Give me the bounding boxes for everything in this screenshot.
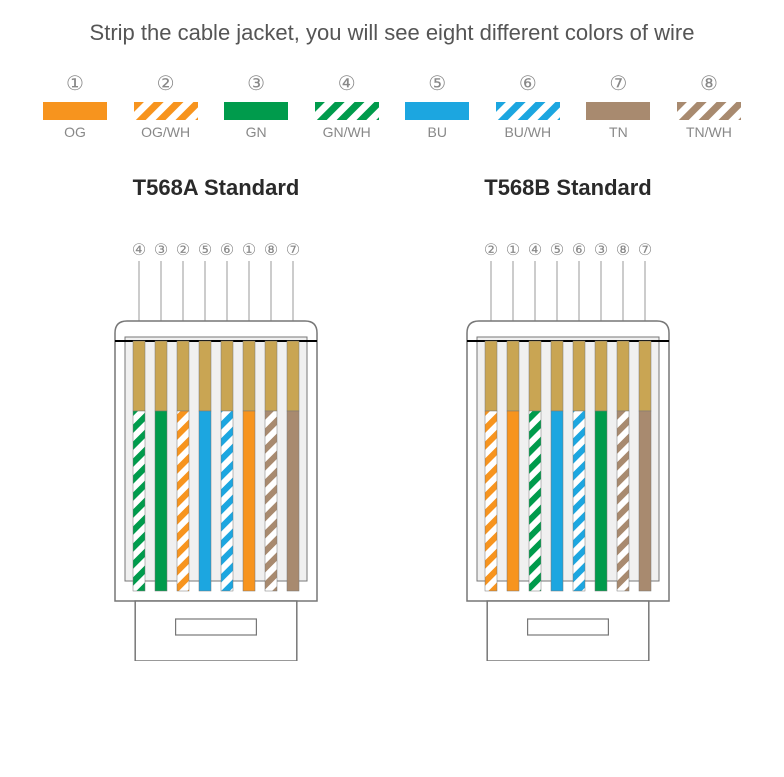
svg-text:⑥: ⑥ [572,242,586,259]
svg-text:⑤: ⑤ [550,242,564,259]
legend-item-og-wh: ② OG/WH [131,71,201,140]
legend-label: OG/WH [141,124,190,140]
legend-swatch [134,102,198,120]
legend-number-icon: ⑦ [609,71,627,96]
legend-swatch [224,102,288,120]
standard-t568a-standard: T568A Standard ④③②⑤⑥①⑧⑦ [56,175,376,661]
legend-number-icon: ⑤ [428,71,446,96]
legend-item-bu-wh: ⑥ BU/WH [493,71,563,140]
legend-item-tn-wh: ⑧ TN/WH [674,71,744,140]
rj45-connector-diagram: ④③②⑤⑥①⑧⑦ [96,241,336,661]
standard-t568b-standard: T568B Standard ②①④⑤⑥③⑧⑦ [408,175,728,661]
legend-number-icon: ③ [247,71,265,96]
legend-swatch [315,102,379,120]
svg-text:③: ③ [594,242,608,259]
rj45-connector-diagram: ②①④⑤⑥③⑧⑦ [448,241,688,661]
svg-text:⑥: ⑥ [220,242,234,259]
legend-number-icon: ④ [338,71,356,96]
svg-text:④: ④ [528,242,542,259]
legend-number-icon: ⑥ [519,71,537,96]
standard-title: T568A Standard [133,175,300,201]
svg-text:⑧: ⑧ [264,242,278,259]
legend-swatch [405,102,469,120]
svg-text:⑧: ⑧ [616,242,630,259]
svg-text:⑦: ⑦ [286,242,300,259]
legend-label: BU [428,124,447,140]
svg-text:①: ① [242,242,256,259]
legend-label: BU/WH [504,124,551,140]
svg-text:⑦: ⑦ [638,242,652,259]
legend-label: TN [609,124,628,140]
svg-text:⑤: ⑤ [198,242,212,259]
svg-text:③: ③ [154,242,168,259]
svg-text:②: ② [484,242,498,259]
legend-number-icon: ⑧ [700,71,718,96]
page-title: Strip the cable jacket, you will see eig… [40,20,744,46]
legend-label: TN/WH [686,124,732,140]
legend-swatch [43,102,107,120]
legend-label: GN/WH [323,124,371,140]
legend-item-tn: ⑦ TN [583,71,653,140]
legend-item-bu: ⑤ BU [402,71,472,140]
svg-text:④: ④ [132,242,146,259]
standard-title: T568B Standard [484,175,652,201]
legend-item-gn: ③ GN [221,71,291,140]
legend-swatch [586,102,650,120]
standards-row: T568A Standard ④③②⑤⑥①⑧⑦ [40,175,744,661]
wire-legend: ① OG ② OG/WH ③ GN ④ GN/WH ⑤ [40,71,744,140]
legend-swatch [496,102,560,120]
legend-label: OG [64,124,86,140]
svg-text:②: ② [176,242,190,259]
legend-number-icon: ① [66,71,84,96]
legend-number-icon: ② [157,71,175,96]
svg-text:①: ① [506,242,520,259]
legend-label: GN [246,124,267,140]
legend-swatch [677,102,741,120]
legend-item-og: ① OG [40,71,110,140]
legend-item-gn-wh: ④ GN/WH [312,71,382,140]
